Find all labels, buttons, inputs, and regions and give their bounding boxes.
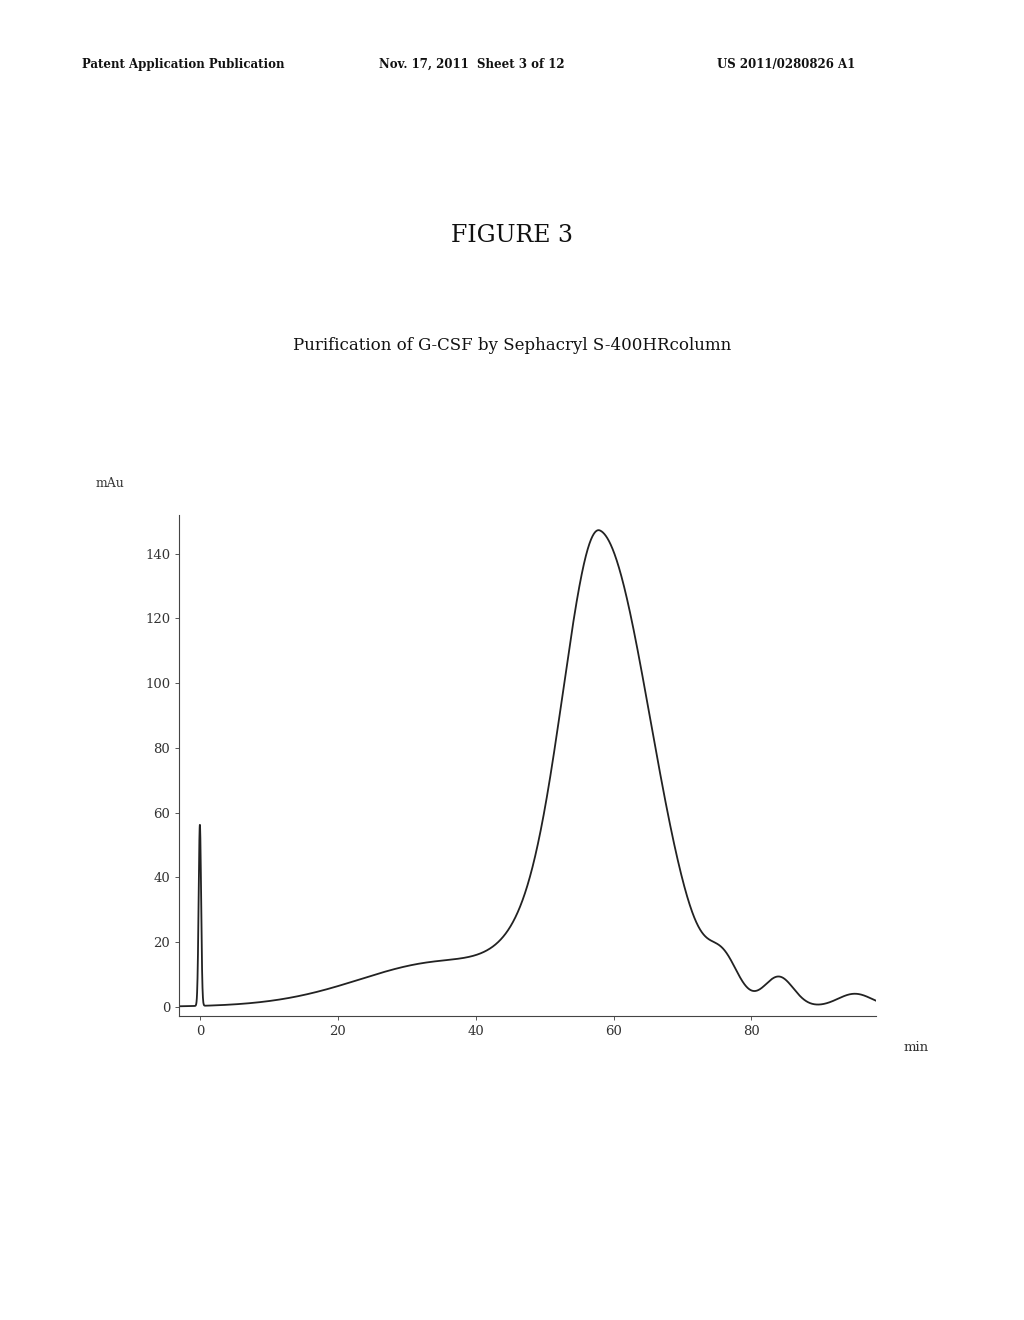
Text: Patent Application Publication: Patent Application Publication <box>82 58 285 71</box>
Text: Nov. 17, 2011  Sheet 3 of 12: Nov. 17, 2011 Sheet 3 of 12 <box>379 58 564 71</box>
Text: Purification of G-CSF by Sephacryl S-400HRcolumn: Purification of G-CSF by Sephacryl S-400… <box>293 337 731 354</box>
Text: min: min <box>903 1041 929 1055</box>
Text: FIGURE 3: FIGURE 3 <box>451 224 573 247</box>
Text: mAu: mAu <box>95 477 124 490</box>
Text: US 2011/0280826 A1: US 2011/0280826 A1 <box>717 58 855 71</box>
